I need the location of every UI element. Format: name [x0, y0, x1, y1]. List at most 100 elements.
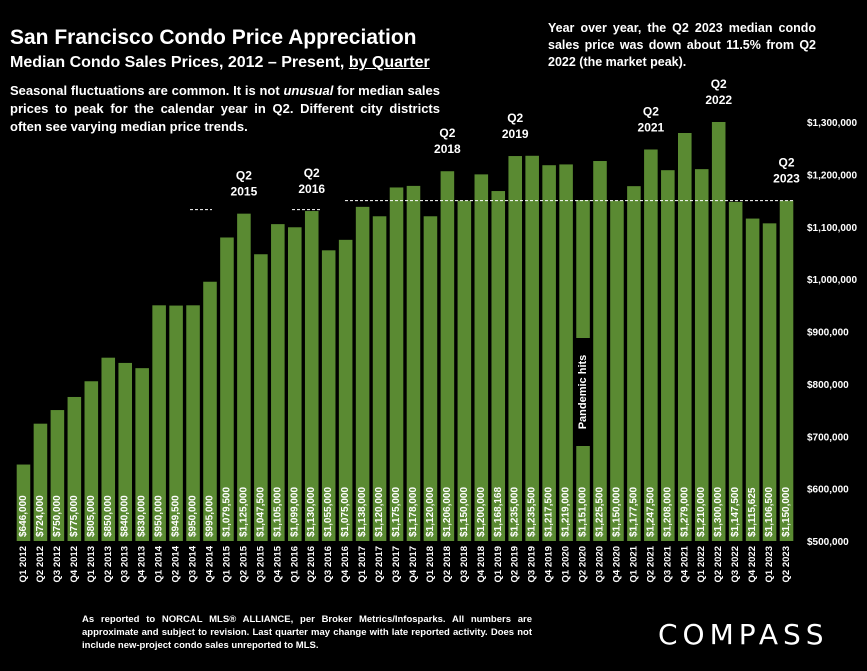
category-label: Q4 2018	[476, 546, 487, 582]
category-label: Q1 2020	[561, 546, 572, 582]
category-label: Q1 2022	[696, 546, 707, 582]
bar-q2-2015	[237, 213, 251, 541]
callout-quarter: Q2	[779, 156, 795, 170]
bar-q4-2021	[678, 132, 692, 541]
value-label: $1,075,000	[340, 487, 351, 537]
y-tick-label: $900,000	[807, 328, 849, 339]
subtitle-prefix: Median Condo Sales Prices, 2012 – Presen…	[10, 54, 349, 71]
bar-q3-2015	[254, 254, 268, 541]
value-label: $1,120,000	[425, 487, 436, 537]
bar-q2-2019	[508, 156, 522, 541]
value-label: $1,300,000	[713, 487, 724, 537]
value-label: $1,178,000	[408, 487, 419, 537]
bar-q3-2012	[50, 410, 65, 541]
category-label: Q4 2014	[205, 545, 216, 582]
category-label: Q3 2021	[662, 545, 673, 582]
value-label: $1,120,000	[374, 487, 385, 537]
value-label: $1,200,000	[476, 487, 487, 537]
bar-q1-2020	[559, 164, 573, 541]
callout-year: 2019	[502, 127, 529, 141]
bar-q4-2022	[745, 218, 760, 541]
value-label: $1,217,500	[544, 487, 555, 537]
category-label: Q2 2019	[510, 546, 521, 582]
value-label: $724,000	[35, 495, 46, 537]
y-tick-label: $500,000	[807, 537, 849, 548]
callout-year: 2016	[298, 182, 325, 196]
note-part-2: for median sales prices to peak for the …	[10, 83, 441, 134]
category-label: Q4 2020	[611, 546, 622, 582]
bar-q4-2015	[271, 224, 285, 541]
category-label: Q3 2015	[255, 545, 266, 582]
category-label: Q2 2016	[306, 546, 317, 582]
chart-subtitle: Median Condo Sales Prices, 2012 – Presen…	[10, 54, 430, 72]
category-label: Q3 2014	[188, 545, 199, 582]
bar-q1-2021	[627, 186, 641, 542]
value-label: $1,247,500	[645, 487, 656, 537]
y-axis: $500,000 $600,000 $700,000 $800,000 $900,000…	[807, 118, 857, 548]
value-label: $1,115,625	[747, 487, 758, 537]
callout-year: 2023	[773, 172, 800, 186]
pandemic-box	[574, 338, 593, 446]
category-label: Q2 2013	[103, 546, 114, 582]
value-label: $1,099,000	[289, 487, 300, 537]
bars-group: $646,000 $724,000 $750,000 $775,000 $805,000…	[16, 122, 794, 542]
category-label: Q1 2017	[357, 546, 368, 582]
value-label: $1,147,500	[730, 487, 741, 537]
bar-q3-2014	[186, 305, 200, 541]
callout-quarter: Q2	[711, 77, 727, 91]
peak-callouts: Q2 2015 Q2 2016 Q2 2018 Q2 2019 Q2 2021 Q2 2022 Q2 20…	[190, 77, 800, 446]
callout-quarter: Q2	[304, 166, 320, 180]
value-label: $995,000	[205, 495, 216, 537]
bar-q2-2021	[644, 149, 658, 541]
bar-q3-2022	[728, 201, 743, 541]
category-label: Q3 2020	[595, 546, 606, 582]
callout-year: 2015	[231, 185, 258, 199]
footer-note: As reported to NORCAL MLS® ALLIANCE, per…	[82, 614, 532, 651]
note-part-1: Seasonal fluctuations are common. It is …	[10, 83, 284, 98]
bar-q3-2013	[118, 362, 132, 541]
bar-q1-2016	[288, 227, 302, 541]
bar-q2-2017	[372, 216, 387, 541]
bar-q4-2016	[338, 239, 353, 541]
value-label: $775,000	[69, 495, 80, 537]
bar-q3-2018	[457, 200, 472, 541]
value-label: $1,175,000	[391, 487, 402, 537]
bar-q2-2022	[711, 122, 726, 541]
category-label: Q4 2019	[544, 546, 555, 582]
yoy-annotation: Year over year, the Q2 2023 median condo…	[548, 21, 816, 69]
bar-q2-2014	[169, 305, 183, 541]
value-label: $1,279,000	[679, 487, 690, 537]
bar-q1-2022	[694, 169, 709, 541]
value-label: $646,000	[18, 495, 29, 537]
pandemic-label: Pandemic hits	[577, 355, 589, 430]
value-label: $750,000	[52, 495, 63, 537]
value-label: $850,000	[103, 495, 114, 537]
value-label: $950,000	[188, 495, 199, 537]
value-label: $840,000	[120, 495, 131, 537]
subtitle-underlined: by Quarter	[348, 54, 430, 71]
category-label: Q1 2015	[221, 545, 232, 582]
value-label: $1,125,000	[238, 487, 249, 537]
category-label: Q4 2016	[340, 546, 351, 582]
bar-q2-2012	[33, 423, 48, 541]
y-tick-label: $600,000	[807, 485, 849, 496]
y-tick-label: $700,000	[807, 432, 849, 443]
category-label: Q2 2012	[35, 546, 46, 582]
category-label: Q1 2019	[493, 546, 504, 582]
value-label: $1,138,000	[357, 487, 368, 537]
category-label: Q3 2019	[527, 546, 538, 582]
category-label: Q1 2014	[154, 545, 165, 582]
bar-q1-2017	[355, 206, 370, 541]
category-label: Q4 2015	[272, 545, 283, 582]
callout-year: 2021	[638, 120, 665, 134]
category-label: Q2 2022	[713, 546, 724, 582]
bar-q1-2018	[423, 216, 438, 541]
category-label: Q4 2022	[747, 546, 758, 582]
category-label: Q4 2017	[408, 546, 419, 582]
category-label: Q1 2021	[628, 545, 639, 582]
category-label: Q1 2023	[764, 546, 775, 582]
bar-q2-2016	[304, 211, 319, 541]
callout-quarter: Q2	[643, 104, 659, 118]
value-label: $1,047,500	[255, 487, 266, 537]
bar-q3-2021	[661, 170, 675, 541]
